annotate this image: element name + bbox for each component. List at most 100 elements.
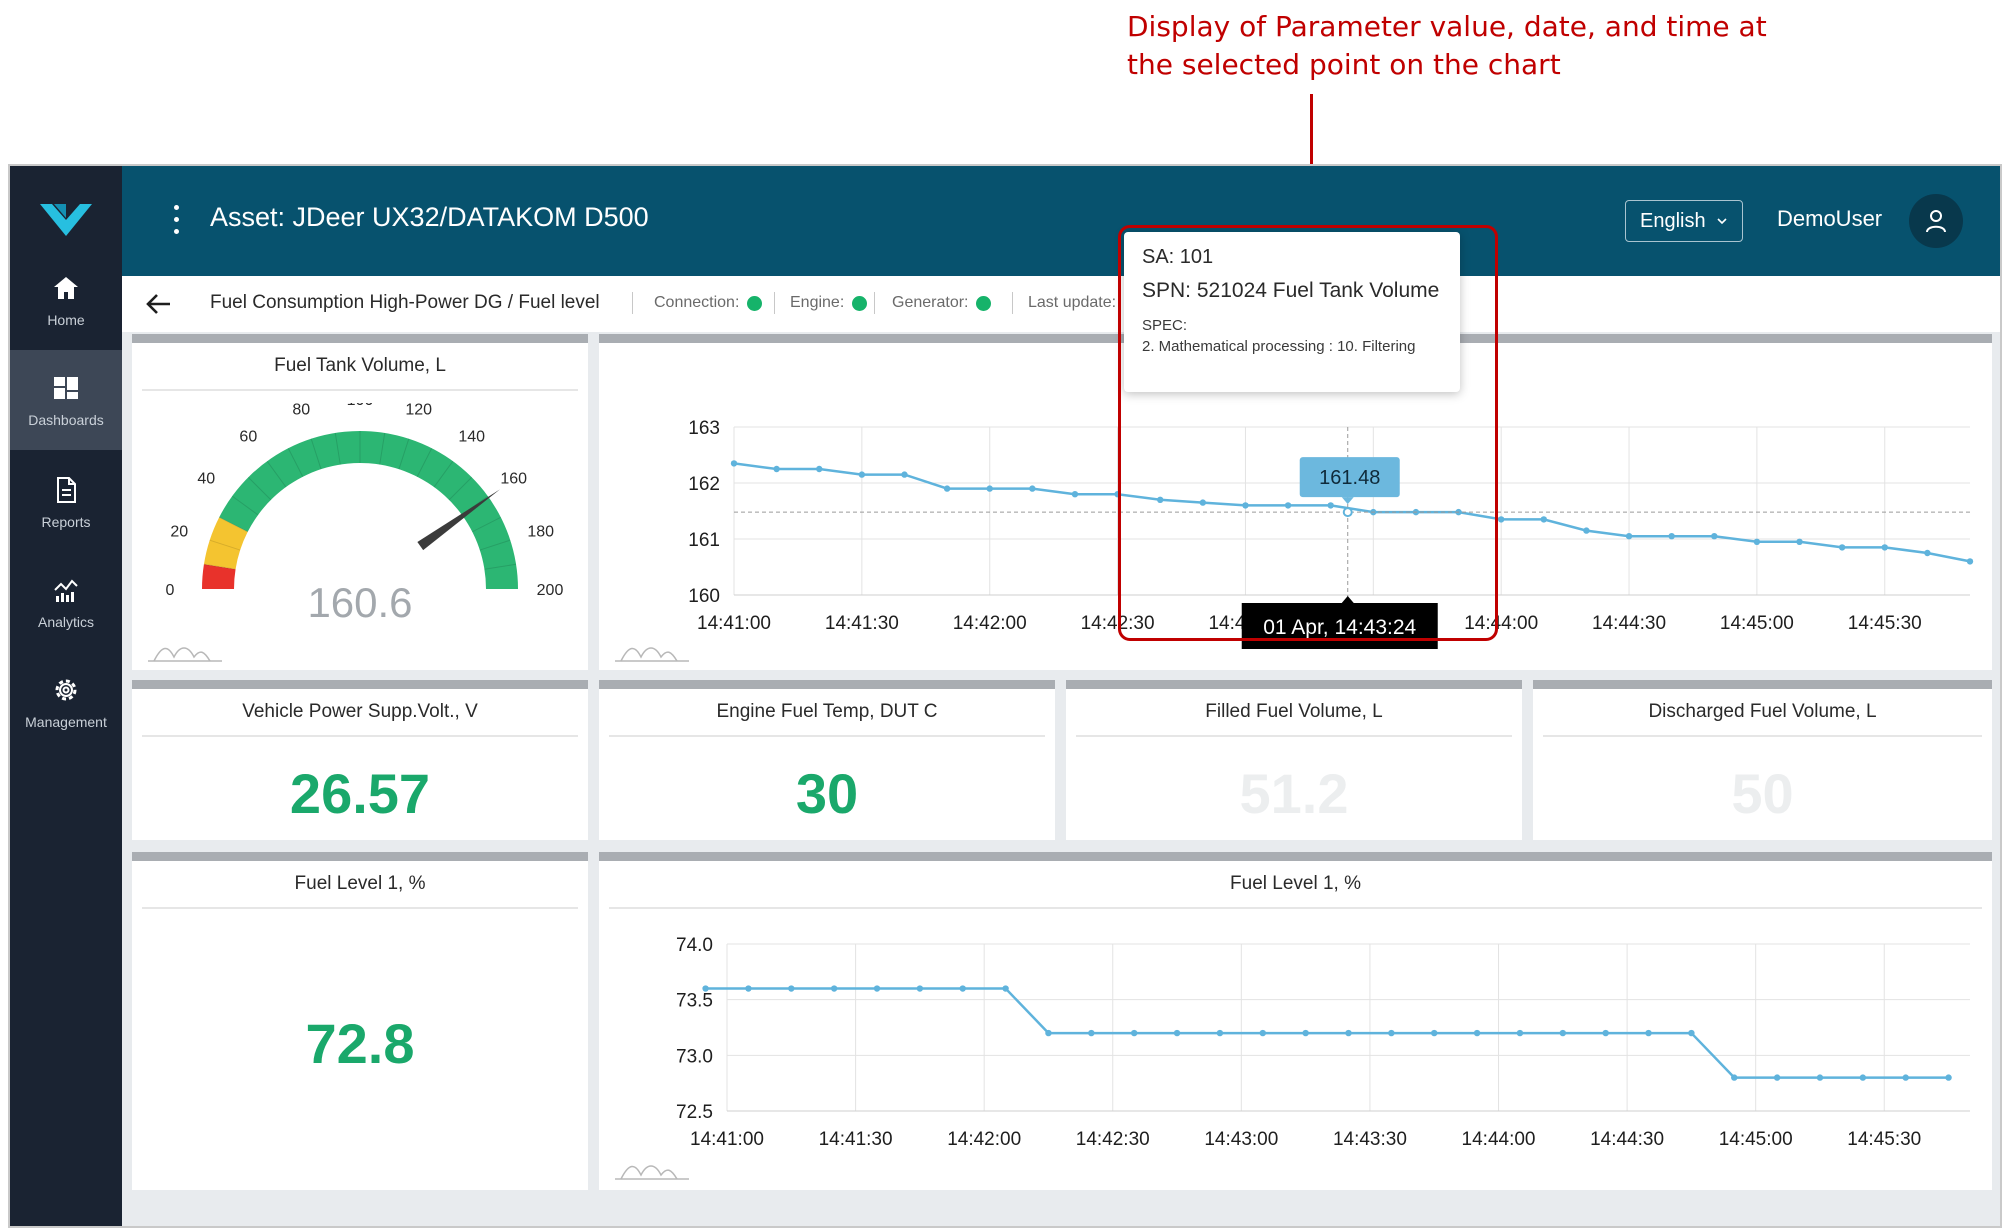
data-point <box>1029 485 1036 492</box>
engine-temp-value: 30 <box>795 762 859 825</box>
gauge-value: 160.6 <box>307 579 413 626</box>
back-arrow-icon[interactable] <box>144 290 174 318</box>
sidebar-item-reports[interactable]: Reports <box>10 452 122 552</box>
sparkline-icon[interactable] <box>615 641 689 663</box>
date-label-box <box>1241 603 1438 649</box>
widget-title: Engine Fuel Temp, DUT C <box>609 701 1045 737</box>
connection-status: Connection: <box>654 294 763 312</box>
data-point <box>1966 558 1974 565</box>
language-select[interactable]: English <box>1625 200 1743 242</box>
data-point <box>1711 533 1718 540</box>
engine-label: Engine: <box>790 294 845 311</box>
fuel-tank-line-chart[interactable]: 160 161 162 163 14:41:00 14:41:30 14:42:00 14:4… <box>599 343 1992 670</box>
more-menu-icon[interactable] <box>170 202 182 240</box>
data-point <box>1902 1074 1909 1081</box>
series-line <box>705 987 1949 1079</box>
gauge-tick-label: 120 <box>405 403 432 418</box>
fuel-tank-chart-widget: 160 161 162 163 14:41:00 14:41:30 14:42:00 14:4… <box>599 334 1992 670</box>
app-header: Asset: JDeer UX32/DATAKOM D500 English D… <box>122 166 2000 276</box>
connection-label: Connection: <box>654 294 740 311</box>
widget-title: Fuel Level 1, % <box>142 873 578 909</box>
data-point <box>1859 1074 1867 1081</box>
divider <box>774 292 775 314</box>
sidebar-item-label: Home <box>47 312 85 328</box>
gauge-tick-label: 180 <box>527 523 554 540</box>
chevron-down-icon <box>1717 218 1727 225</box>
value-label: 161.48 <box>1319 467 1380 489</box>
engine-status: Engine: <box>790 294 868 312</box>
gauge-tick <box>379 432 386 465</box>
data-point <box>916 985 924 992</box>
x-tick-label: 14:44:30 <box>1592 613 1666 634</box>
sparkline-icon[interactable] <box>148 641 222 663</box>
data-point <box>816 465 823 473</box>
widget-title: Filled Fuel Volume, L <box>1076 701 1512 737</box>
gauge-tick-label: 100 <box>347 403 374 409</box>
gauge-tick <box>433 460 454 488</box>
x-tick-label: 14:45:00 <box>1719 1129 1793 1150</box>
home-icon <box>54 277 78 299</box>
data-point <box>730 460 738 467</box>
gauge-tick-label: 140 <box>458 428 485 445</box>
data-point <box>943 485 951 492</box>
x-tick-label: 14:42:30 <box>1076 1129 1150 1150</box>
x-tick-label: 14:44:30 <box>1590 1129 1664 1150</box>
gauge-tick <box>209 539 241 551</box>
gauge-tick <box>334 432 341 465</box>
data-point <box>1924 549 1931 557</box>
user-name[interactable]: DemoUser <box>1777 206 1883 231</box>
series-line <box>733 462 1971 563</box>
sidebar-item-analytics[interactable]: Analytics <box>10 552 122 652</box>
sidebar-item-home[interactable]: Home <box>10 250 122 350</box>
sidebar-item-dashboards[interactable]: Dashboards <box>10 350 122 450</box>
fuel-level-line-chart[interactable]: 72.5 73.0 73.5 74.0 14:41:00 14:41:30 14:42:00… <box>599 861 1992 1190</box>
data-point <box>1302 1029 1309 1037</box>
widget-title: Fuel Level 1, % <box>609 873 1982 909</box>
gauge-tick-label: 60 <box>239 428 257 445</box>
widget-title: Discharged Fuel Volume, L <box>1543 701 1982 737</box>
data-point <box>1796 538 1803 545</box>
engine-temp-widget: Engine Fuel Temp, DUT C 30 <box>599 680 1055 840</box>
last-update: Last update: <box>1028 294 1116 312</box>
widget-title: Vehicle Power Supp.Volt., V <box>142 701 578 737</box>
data-point <box>702 985 709 992</box>
data-point <box>1625 533 1633 540</box>
data-point <box>1388 1029 1395 1037</box>
engine-status-dot <box>852 295 868 311</box>
user-avatar[interactable] <box>1909 194 1963 248</box>
annotation-line-2: the selected point on the chart <box>1127 48 1561 81</box>
report-icon <box>57 477 76 503</box>
sidebar-item-label: Analytics <box>37 614 95 630</box>
date-label: 01 Apr, 14:43:24 <box>1263 616 1416 639</box>
data-point <box>1881 544 1888 551</box>
data-point <box>788 985 795 992</box>
data-point <box>1157 496 1164 503</box>
data-point <box>1242 502 1249 509</box>
fuel-tank-gauge: 0 20 40 60 80 100 120 140 160 180 200 <box>166 403 564 599</box>
gauge-band-critical <box>202 564 236 589</box>
y-tick-label: 162 <box>688 474 720 495</box>
dashboard-icon <box>54 377 78 399</box>
data-point <box>1731 1074 1738 1081</box>
data-point <box>1602 1029 1609 1037</box>
user-icon <box>1926 210 1946 233</box>
tooltip-sa: SA: 101 <box>1142 246 1214 268</box>
data-point <box>1497 516 1505 523</box>
x-tick-label: 14:41:00 <box>690 1129 764 1150</box>
gear-icon <box>55 679 77 701</box>
fuel-tank-gauge-widget: Fuel Tank Volume, L 0 20 40 60 80 100 120 140 16… <box>132 334 588 670</box>
sidebar-item-management[interactable]: Management <box>10 652 122 752</box>
x-tick-label: 14:42:30 <box>1081 613 1155 634</box>
data-point <box>1114 491 1121 498</box>
gauge-tick <box>484 563 517 570</box>
gauge-tick <box>398 438 410 470</box>
sparkline-icon[interactable] <box>615 1159 689 1181</box>
gauge-band-normal <box>219 431 518 589</box>
data-point <box>1216 1029 1224 1037</box>
fuel-level-value-widget: Fuel Level 1, % 72.8 <box>132 852 588 1190</box>
gauge-tick-label: 40 <box>197 470 215 487</box>
last-update-label: Last update: <box>1028 294 1117 311</box>
gauge-band-warning <box>203 517 248 570</box>
data-point <box>901 471 908 478</box>
annotation-callout: Display of Parameter value, date, and ti… <box>1127 8 1887 84</box>
